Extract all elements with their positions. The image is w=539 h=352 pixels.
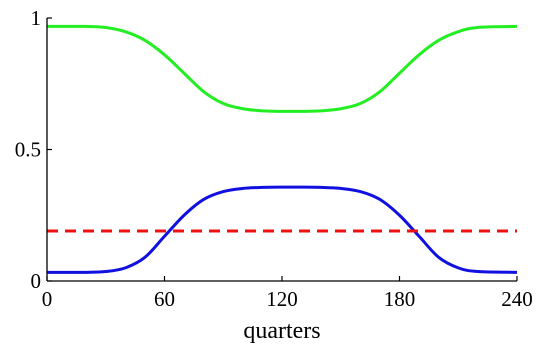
x-tick-label: 120	[266, 287, 298, 311]
y-tick-label: 0	[31, 269, 42, 293]
series-line-2	[46, 185, 518, 274]
x-tick-label: 60	[154, 287, 175, 311]
x-axis-title: quarters	[243, 318, 320, 344]
x-tick-label: 240	[501, 287, 533, 311]
axes-layer	[46, 18, 517, 282]
ticks-layer: 0 60 120 180 240 0 0.5 1	[15, 6, 533, 311]
y-tick-label: 1	[31, 6, 42, 30]
y-tick-label: 0.5	[15, 138, 41, 162]
series-line-1	[46, 24, 518, 113]
x-tick-label: 180	[384, 287, 416, 311]
x-tick-label: 0	[42, 287, 53, 311]
series-layer	[46, 24, 518, 274]
